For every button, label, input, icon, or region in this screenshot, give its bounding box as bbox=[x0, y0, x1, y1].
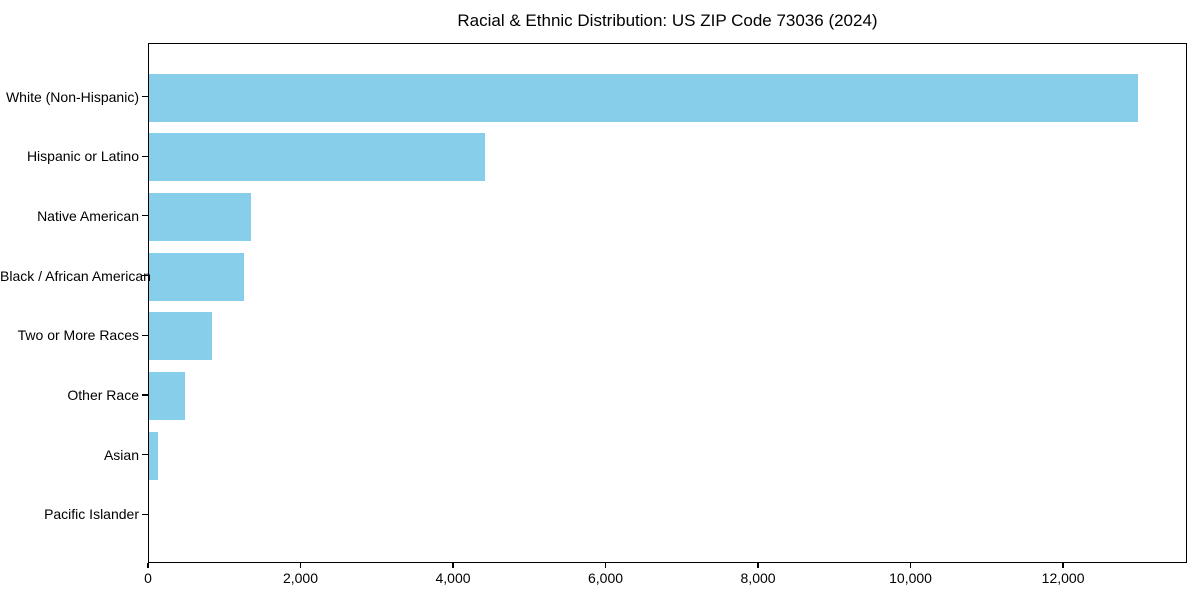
x-tick-mark bbox=[1062, 563, 1064, 568]
x-tick-label: 2,000 bbox=[282, 570, 319, 586]
x-tick-label: 0 bbox=[144, 570, 152, 586]
x-tick-mark bbox=[909, 563, 912, 568]
x-tick-mark bbox=[757, 563, 759, 568]
x-tick-mark bbox=[299, 563, 302, 568]
plot-area bbox=[148, 43, 1187, 563]
bar-other-race bbox=[149, 372, 185, 420]
y-tick-label-asian: Asian bbox=[103, 446, 139, 463]
y-tick-mark bbox=[142, 275, 148, 277]
x-tick-label: 4,000 bbox=[435, 570, 471, 586]
y-tick-label-pacific-islander: Pacific Islander bbox=[44, 506, 139, 523]
y-tick-mark bbox=[142, 155, 148, 157]
bar-two-or-more-races bbox=[149, 312, 213, 361]
y-tick-mark bbox=[142, 334, 148, 336]
y-tick-mark bbox=[142, 215, 148, 217]
y-tick-label-hispanic-or-latino: Hispanic or Latino bbox=[26, 148, 139, 165]
y-tick-mark bbox=[142, 513, 148, 515]
x-tick-mark bbox=[147, 563, 149, 568]
x-tick-mark bbox=[604, 563, 607, 568]
y-tick-label-black-african-american: Black / African American bbox=[0, 267, 151, 284]
x-tick-label: 12,000 bbox=[1041, 570, 1085, 586]
x-tick-label: 6,000 bbox=[588, 570, 624, 586]
bar-hispanic-or-latino bbox=[149, 133, 485, 182]
x-tick-label: 8,000 bbox=[740, 570, 776, 586]
y-tick-label-white-non-hispanic: White (Non-Hispanic) bbox=[5, 88, 139, 105]
y-tick-mark bbox=[142, 95, 148, 98]
y-tick-label-native-american: Native American bbox=[37, 207, 139, 224]
chart-title: Racial & Ethnic Distribution: US ZIP Cod… bbox=[457, 11, 878, 30]
y-tick-mark bbox=[142, 394, 148, 396]
y-tick-label-two-or-more-races: Two or More Races bbox=[17, 327, 139, 344]
y-tick-mark bbox=[142, 454, 148, 456]
bar-asian bbox=[149, 431, 159, 480]
bar-black-african-american bbox=[149, 252, 245, 301]
x-tick-mark bbox=[452, 563, 454, 568]
bar-native-american bbox=[149, 192, 252, 241]
x-tick-label: 10,000 bbox=[889, 570, 932, 586]
bar-white-non-hispanic bbox=[149, 73, 1139, 122]
y-tick-label-other-race: Other Race bbox=[67, 387, 139, 403]
